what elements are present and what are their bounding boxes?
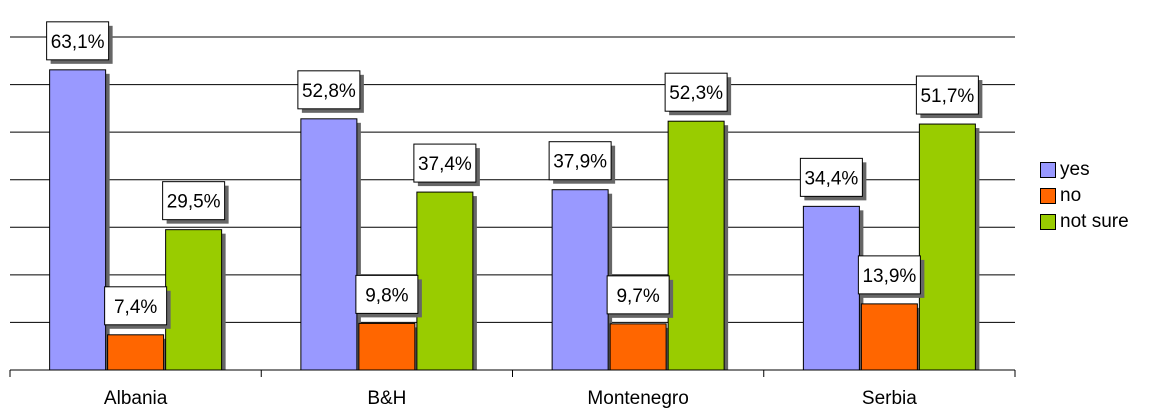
bar-no-montenegro — [609, 323, 667, 371]
data-label-no-montenegro: 9,7% — [616, 286, 659, 307]
bar-no-b-h — [358, 322, 416, 371]
bar-yes-albania — [49, 69, 107, 371]
data-label-yes-montenegro-box — [548, 141, 612, 181]
data-labels: 63,1% 7,4% 29,5% 52,8% 9,8% 37,4% 37,9% 9,7% 52,… — [46, 21, 983, 329]
data-label-not-sure-albania-box — [162, 181, 226, 221]
data-label-no-montenegro-box — [606, 275, 670, 315]
data-label-not-sure-albania: 29,5% — [167, 192, 221, 213]
x-tick-label-montenegro: Montenegro — [587, 388, 688, 409]
data-label-not-sure-serbia-box — [915, 75, 979, 115]
data-label-no-albania-box — [104, 286, 168, 326]
bar-no-serbia — [860, 303, 918, 371]
bar-not-sure-b-h — [416, 191, 474, 371]
bar-not-sure-albania — [165, 229, 223, 371]
x-tick-label-serbia: Serbia — [862, 388, 917, 409]
data-label-yes-serbia: 34,4% — [804, 168, 858, 189]
data-label-yes-serbia-box — [799, 157, 863, 197]
data-label-not-sure-serbia: 51,7% — [920, 86, 974, 107]
legend-swatch-not-sure — [1040, 214, 1056, 230]
data-label-yes-albania: 63,1% — [51, 32, 105, 53]
data-label-no-b-h: 9,8% — [365, 285, 408, 306]
data-label-not-sure-montenegro: 52,3% — [669, 83, 723, 104]
bar-no-albania — [107, 334, 165, 371]
data-label-yes-b-h-box — [297, 70, 361, 110]
x-tick-label-b-h: B&H — [367, 388, 406, 409]
data-label-yes-albania-box — [46, 21, 110, 61]
legend-label-yes: yes — [1060, 159, 1090, 180]
legend-label-no: no — [1060, 185, 1082, 206]
legend-item-not-sure: not sure — [1040, 209, 1155, 235]
data-label-yes-montenegro: 37,9% — [553, 152, 607, 173]
data-label-not-sure-b-h: 37,4% — [418, 154, 472, 175]
bar-not-sure-montenegro — [667, 120, 725, 371]
bar-yes-b-h — [300, 118, 358, 371]
data-label-not-sure-b-h-box — [413, 143, 477, 183]
x-tick-label-albania: Albania — [104, 388, 168, 409]
legend-label-not-sure: not sure — [1060, 211, 1129, 232]
data-label-no-b-h-box — [355, 274, 419, 314]
x-axis: Albania B&H Montenegro Serbia — [9, 369, 1016, 409]
bar-not-sure-serbia — [918, 123, 976, 371]
bar-yes-montenegro — [551, 189, 609, 371]
legend-item-yes: yes — [1040, 157, 1155, 183]
data-label-no-serbia: 13,9% — [862, 266, 916, 287]
data-label-no-albania: 7,4% — [114, 297, 157, 318]
data-label-no-serbia-box — [857, 255, 921, 295]
bar-yes-serbia — [802, 205, 860, 371]
legend: yes no not sure — [1040, 157, 1155, 235]
data-label-not-sure-montenegro-box — [664, 72, 728, 112]
legend-swatch-yes — [1040, 162, 1056, 178]
legend-swatch-no — [1040, 188, 1056, 204]
legend-item-no: no — [1040, 183, 1155, 209]
data-label-yes-b-h: 52,8% — [302, 81, 356, 102]
bars — [49, 69, 980, 371]
